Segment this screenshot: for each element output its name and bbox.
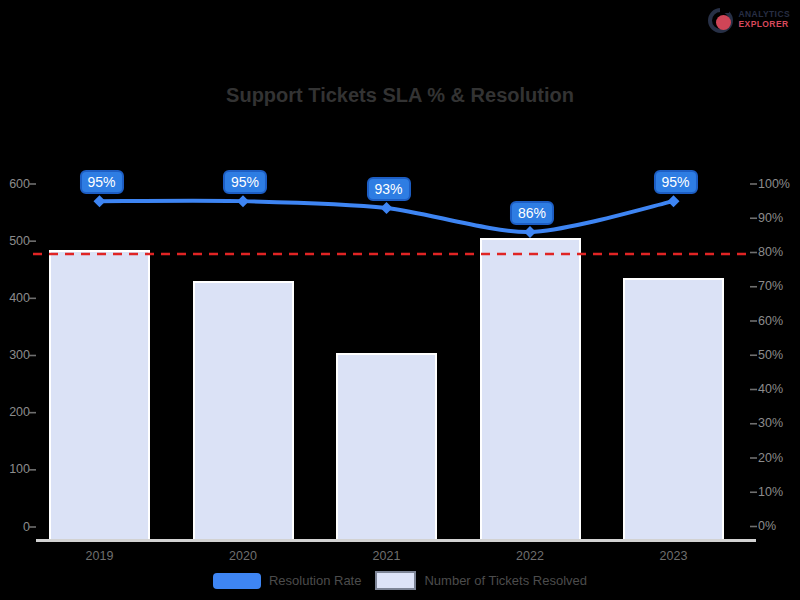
point-marker xyxy=(237,195,249,207)
point-label: 93% xyxy=(366,177,410,201)
x-axis-label: 2020 xyxy=(198,549,288,563)
x-axis-label: 2019 xyxy=(55,549,145,563)
point-marker xyxy=(94,195,106,207)
point-label: 95% xyxy=(223,170,267,194)
point-label: 86% xyxy=(510,201,554,225)
point-marker xyxy=(668,195,680,207)
x-axis-label: 2021 xyxy=(342,549,432,563)
chart-canvas: ANALYTICS EXPLORER Support Tickets SLA %… xyxy=(0,0,800,600)
chart-lines-layer xyxy=(0,0,800,600)
point-label: 95% xyxy=(79,170,123,194)
point-marker xyxy=(524,226,536,238)
point-label: 95% xyxy=(653,170,697,194)
x-axis-label: 2022 xyxy=(485,549,575,563)
x-axis-label: 2023 xyxy=(629,549,719,563)
point-marker xyxy=(381,202,393,214)
